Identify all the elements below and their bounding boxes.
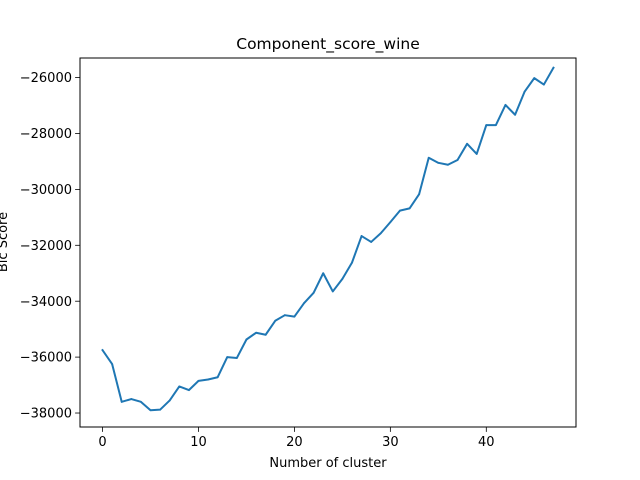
data-point (101, 349, 104, 352)
y-tick-label: −32000 (20, 239, 72, 254)
data-point (456, 159, 459, 161)
data-point (408, 207, 411, 210)
data-point (187, 389, 190, 391)
data-point (178, 385, 181, 388)
data-point (303, 302, 305, 305)
x-axis-title: Number of cluster (269, 456, 387, 471)
plot-area (80, 58, 576, 427)
data-point (351, 261, 353, 264)
data-point (447, 163, 449, 166)
data-point (533, 77, 536, 80)
data-point (389, 221, 392, 223)
y-tick-label: −36000 (20, 351, 72, 366)
data-point (226, 356, 229, 359)
chart-marks (101, 66, 555, 412)
data-point (360, 235, 363, 237)
data-point (379, 232, 382, 235)
data-point (494, 124, 497, 126)
data-point (466, 142, 469, 145)
data-point (216, 376, 219, 379)
data-point (504, 104, 507, 106)
x-tick-label: 30 (382, 435, 399, 450)
y-axis-title: Bic Score (0, 212, 11, 272)
data-point (542, 83, 545, 86)
y-axis: −38000 −36000 −34000 −32000 −30000 −28000 −260… (20, 71, 80, 422)
data-point (197, 379, 200, 382)
data-point (207, 378, 209, 381)
plot-frame (79, 57, 577, 428)
data-point (293, 315, 296, 318)
data-point (427, 156, 430, 159)
data-point (168, 399, 171, 402)
x-tick-label: 0 (98, 435, 106, 450)
y-tick-label: −34000 (20, 295, 72, 310)
data-point (341, 277, 344, 280)
data-point (399, 209, 401, 212)
data-point (111, 363, 114, 366)
data-point (418, 193, 421, 196)
data-point (149, 409, 152, 412)
data-point (245, 338, 248, 341)
data-point (274, 319, 277, 322)
y-tick-label: −38000 (20, 407, 72, 422)
data-point (437, 161, 440, 164)
data-point (370, 241, 373, 243)
y-tick-label: −26000 (20, 71, 72, 86)
data-point (283, 314, 286, 317)
data-point (255, 331, 257, 334)
data-point (235, 357, 238, 359)
x-axis: 0 10 20 30 40 (98, 427, 495, 450)
x-tick-label: 40 (478, 435, 495, 450)
x-tick-label: 10 (190, 435, 207, 450)
data-point (331, 290, 334, 293)
data-point (322, 272, 325, 275)
data-point (264, 333, 267, 336)
data-point (120, 400, 123, 403)
data-point (312, 291, 315, 294)
y-tick-label: −28000 (20, 127, 72, 142)
series-line (101, 66, 555, 412)
data-point (514, 113, 516, 116)
data-point (130, 398, 133, 400)
data-point (140, 400, 142, 403)
data-point (485, 124, 488, 126)
x-tick-label: 20 (286, 435, 303, 450)
data-point (552, 66, 555, 69)
y-tick-label: −30000 (20, 183, 72, 198)
chart-title: Component_score_wine (236, 35, 419, 54)
data-point (159, 408, 162, 411)
data-point (475, 152, 478, 155)
data-point (523, 90, 526, 93)
